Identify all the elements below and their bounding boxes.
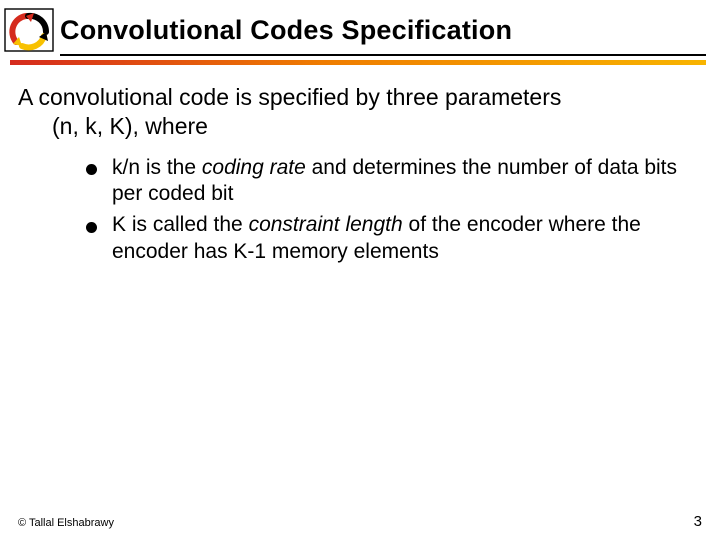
logo [4, 8, 54, 52]
copyright: © Tallal Elshabrawy [18, 517, 114, 529]
bullet-item: K is called the constraint length of the… [86, 212, 692, 266]
bullet-text-em: constraint length [249, 213, 403, 236]
slide-header: Convolutional Codes Specification [0, 0, 720, 52]
intro-line2: (n, k, K), where [18, 112, 692, 141]
slide-body: A convolutional code is specified by thr… [0, 65, 720, 540]
bullet-text-pre: K is called the [112, 213, 249, 236]
rule-black [60, 54, 706, 56]
bullet-text-pre: k/n is the [112, 156, 202, 179]
page-number: 3 [694, 513, 702, 530]
intro-text: A convolutional code is specified by thr… [18, 83, 692, 141]
slide-title: Convolutional Codes Specification [60, 15, 710, 46]
bullet-list: k/n is the coding rate and determines th… [18, 155, 692, 267]
bullet-text-em: coding rate [202, 156, 306, 179]
bullet-item: k/n is the coding rate and determines th… [86, 155, 692, 209]
header-rules [0, 54, 720, 65]
intro-line1: A convolutional code is specified by thr… [18, 83, 692, 112]
slide-footer: © Tallal Elshabrawy 3 [18, 513, 702, 530]
